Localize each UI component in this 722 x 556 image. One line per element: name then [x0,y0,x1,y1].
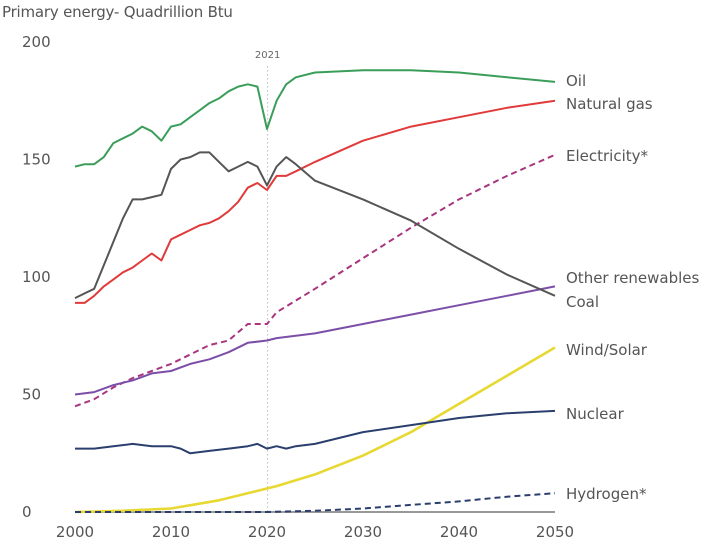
y-tick-label: 50 [22,386,41,404]
y-tick-label: 0 [22,503,32,521]
legend-label-hydrogen: Hydrogen* [566,485,647,503]
series-lines [74,69,556,514]
x-tick-label: 2050 [536,523,574,541]
y-tick-label: 100 [22,268,51,286]
legend-label-electricity: Electricity* [566,147,649,165]
series-line-other-renewables [74,285,556,396]
x-tick-label: 2030 [344,523,382,541]
y-tick-label: 150 [22,151,51,169]
annotation-label-2021: 2021 [255,50,280,61]
series-line-coal [74,151,556,299]
axes: 0 50 100 150 200 2000 2010 2020 2030 2040 2050 2021 [22,33,574,541]
series-line-nuclear [75,409,556,455]
x-tick-label: 2040 [440,523,478,541]
legend-label-other-renewables: Other renewables [566,269,700,287]
chart-subtitle: Primary energy- Quadrillion Btu [2,3,233,21]
legend-label-natural-gas: Natural gas [566,95,653,113]
legend-label-oil: Oil [566,72,586,90]
legend: Oil Natural gas Electricity* Other renewabl… [566,72,700,503]
x-tick-label: 2020 [248,523,286,541]
y-tick-label: 200 [22,33,51,51]
series-line-oil [74,69,556,168]
legend-label-wind-solar: Wind/Solar [566,341,648,359]
legend-label-nuclear: Nuclear [566,405,625,423]
series-line-natural-gas [75,99,556,304]
series-line-electricity [74,153,556,408]
legend-label-coal: Coal [566,293,599,311]
x-tick-label: 2010 [152,523,190,541]
x-tick-label: 2000 [56,523,94,541]
series-line-wind-solar [74,346,556,514]
